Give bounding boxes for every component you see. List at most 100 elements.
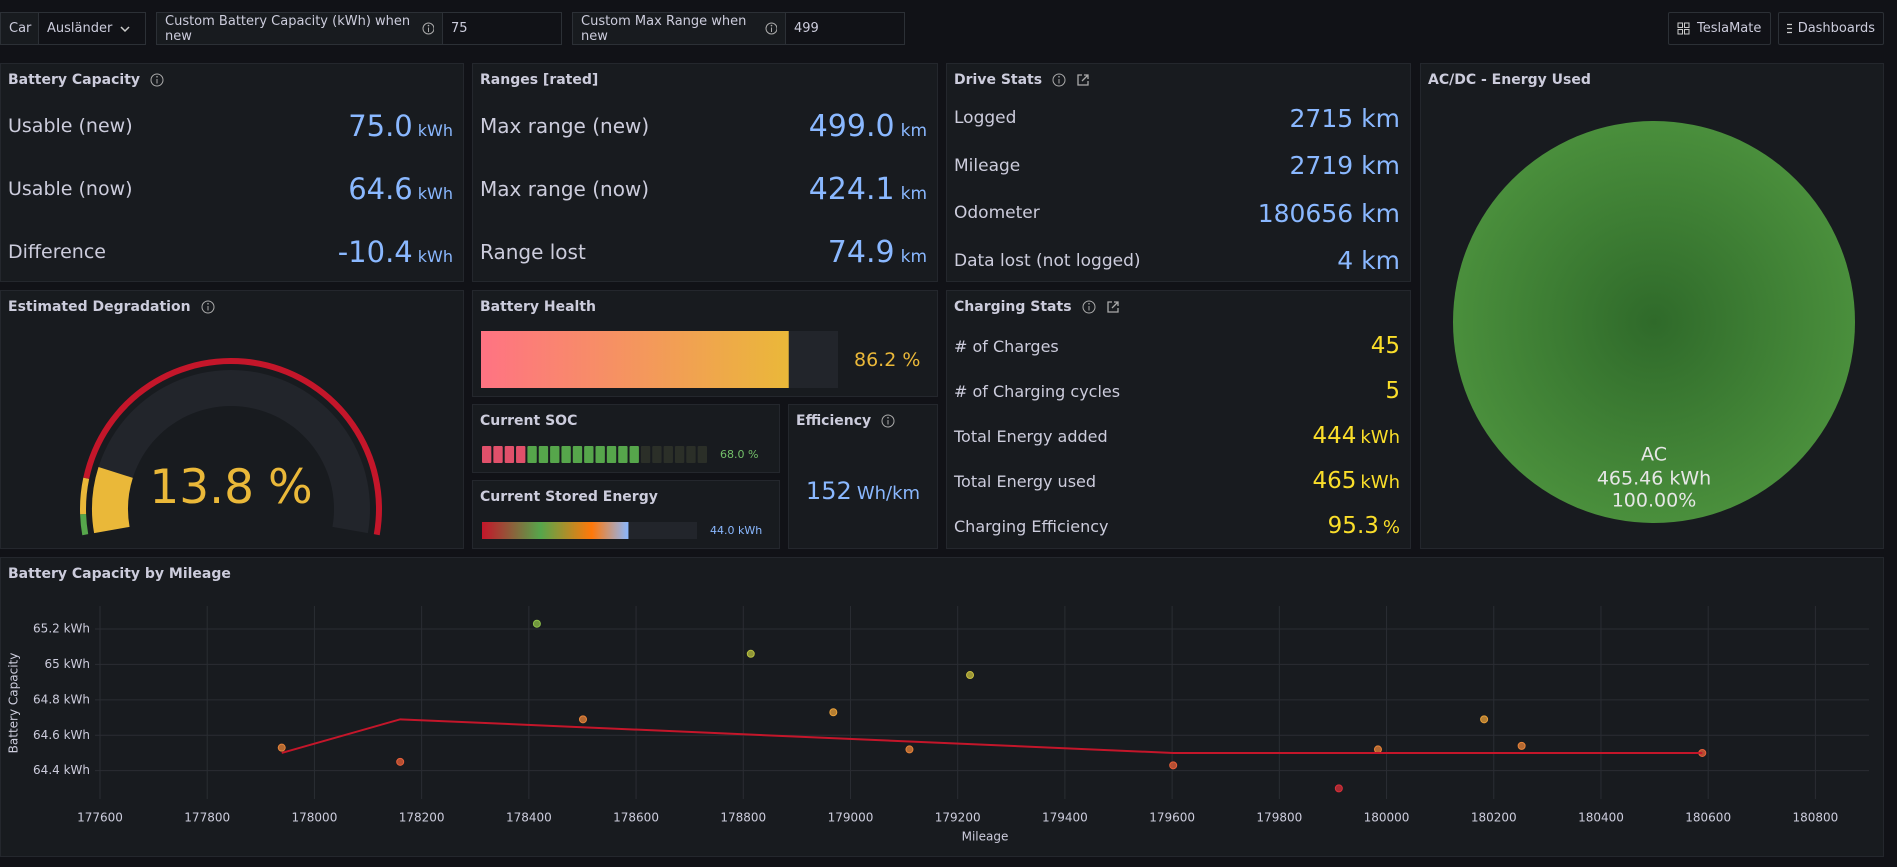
- stat-row: Mileage 2719 km: [954, 148, 1400, 184]
- x-tick-label: 177600: [77, 811, 123, 825]
- stat-row: Data lost (not logged) 4 km: [954, 243, 1400, 279]
- x-axis-title: Mileage: [962, 830, 1009, 844]
- battery-capacity-panel: Battery Capacity Usable (new) 75.0 kWh Usab…: [0, 63, 464, 282]
- title-text: Current Stored Energy: [480, 489, 658, 505]
- value-number: 180656: [1257, 198, 1354, 228]
- info-icon[interactable]: [1052, 73, 1066, 87]
- scatter-point: [829, 708, 838, 717]
- value-unit: km: [1361, 246, 1400, 275]
- info-icon[interactable]: [201, 300, 215, 314]
- stat-label: Difference: [8, 241, 106, 263]
- soc-segment: [663, 446, 673, 463]
- gauge-track: [92, 370, 371, 534]
- dashboards-button[interactable]: Dashboards: [1778, 12, 1884, 45]
- info-icon[interactable]: [422, 22, 434, 35]
- battery-health-panel: Battery Health 86.2%: [472, 290, 938, 397]
- stat-label: Charging Efficiency: [954, 516, 1109, 536]
- stat-row: Logged 2715 km: [954, 100, 1400, 136]
- stat-row: Odometer 180656 km: [954, 195, 1400, 231]
- x-tick-label: 179800: [1256, 811, 1302, 825]
- stat-value: 465 kWh: [1312, 468, 1400, 494]
- info-icon[interactable]: [881, 414, 895, 428]
- stat-value: 2715 km: [1290, 104, 1400, 133]
- stat-label: Data lost (not logged): [954, 250, 1141, 271]
- stored-energy-panel: Current Stored Energy 44.0 kWh: [472, 480, 780, 549]
- title-text: Battery Capacity: [8, 72, 141, 88]
- panel-title: Current Stored Energy: [480, 489, 658, 505]
- stat-row: Charging Efficiency 95.3%: [954, 508, 1400, 544]
- info-icon[interactable]: [765, 22, 777, 35]
- stat-row: # of Charging cycles 5: [954, 373, 1400, 409]
- value-number: 152: [805, 477, 852, 505]
- value-unit: km: [900, 120, 927, 141]
- stat-label: Max range (new): [480, 114, 650, 138]
- title-text: Battery Capacity by Mileage: [8, 566, 231, 582]
- value-unit: kWh: [417, 247, 453, 266]
- stored-bar: [482, 522, 629, 539]
- value-unit: kWh: [1360, 472, 1400, 493]
- panel-title: Battery Capacity by Mileage: [8, 566, 231, 582]
- x-tick-label: 180400: [1578, 811, 1624, 825]
- value-unit: kWh: [417, 184, 453, 203]
- value-number: 2715: [1289, 103, 1354, 133]
- value-unit: kWh: [1360, 427, 1400, 448]
- stat-row: Total Energy added 444 kWh: [954, 418, 1400, 454]
- x-tick-label: 179000: [828, 811, 874, 825]
- stored-label: 44.0 kWh: [710, 524, 762, 537]
- scatter-point: [396, 757, 405, 766]
- soc-segment: [606, 446, 617, 463]
- pie-label: 100.00%: [1612, 490, 1697, 512]
- soc-segment: [572, 446, 583, 463]
- bar-gauge: 44.0 kWh: [482, 522, 762, 539]
- soc-panel: Current SOC 68.0 %: [472, 404, 780, 473]
- health-unit: %: [902, 349, 920, 371]
- value-unit: km: [1361, 151, 1400, 180]
- charging-stats-panel: Charging Stats # of Charges 45 # of Chargi…: [946, 290, 1411, 549]
- soc-label: 68.0 %: [720, 448, 758, 461]
- stat-value: 2719 km: [1290, 151, 1400, 180]
- value-unit: km: [900, 183, 927, 204]
- value-unit: Wh/km: [856, 483, 921, 504]
- health-value: 86.2: [854, 349, 896, 371]
- scatter-point: [1169, 761, 1178, 770]
- stat-row: Total Energy used 465 kWh: [954, 463, 1400, 499]
- scatter-point: [532, 619, 541, 628]
- value-number: 74.9: [827, 234, 895, 270]
- value-number: 499.0: [808, 108, 895, 144]
- car-select[interactable]: Ausländer: [38, 12, 146, 45]
- stat-value: 75.0 kWh: [348, 109, 453, 143]
- bar-gauge: 86.2%: [481, 331, 920, 388]
- x-tick-label: 179200: [935, 811, 981, 825]
- teslamate-button[interactable]: TeslaMate: [1668, 12, 1771, 45]
- range-input[interactable]: 499: [785, 12, 905, 45]
- range-label-text: Custom Max Range when new: [581, 13, 747, 44]
- info-icon[interactable]: [150, 73, 164, 87]
- stat-value: 180656 km: [1258, 199, 1400, 228]
- link-icon[interactable]: [1106, 300, 1120, 314]
- value-number: -10.4: [337, 235, 413, 269]
- stat-label: # of Charges: [954, 336, 1059, 356]
- stat-value: 424.1 km: [809, 172, 927, 207]
- stat-row: Difference -10.4 kWh: [8, 234, 453, 270]
- link-icon[interactable]: [1076, 73, 1090, 87]
- capacity-label: Custom Battery Capacity (kWh) when new: [156, 12, 443, 45]
- panel-title: Ranges [rated]: [480, 72, 598, 88]
- stat-value: 499.0 km: [809, 109, 927, 144]
- panel-title: Battery Health: [480, 299, 596, 315]
- value-unit: %: [1382, 517, 1400, 538]
- gauge-number: 13.8: [149, 460, 254, 515]
- capacity-input[interactable]: 75: [442, 12, 562, 45]
- soc-segment: [538, 446, 549, 463]
- chart-panel: Battery Capacity by Mileage Battery Capa…: [0, 557, 1884, 857]
- x-tick-label: 180600: [1685, 811, 1731, 825]
- stat-label: Mileage: [954, 155, 1021, 176]
- stat-row: Max range (new) 499.0 km: [480, 108, 927, 144]
- value-number: 424.1: [808, 171, 895, 207]
- scatter-point: [746, 649, 755, 658]
- stat-row: # of Charges 45: [954, 328, 1400, 364]
- info-icon[interactable]: [1082, 300, 1096, 314]
- stat-value: 4 km: [1337, 246, 1400, 275]
- soc-segment: [640, 446, 651, 463]
- scatter-point: [966, 671, 975, 680]
